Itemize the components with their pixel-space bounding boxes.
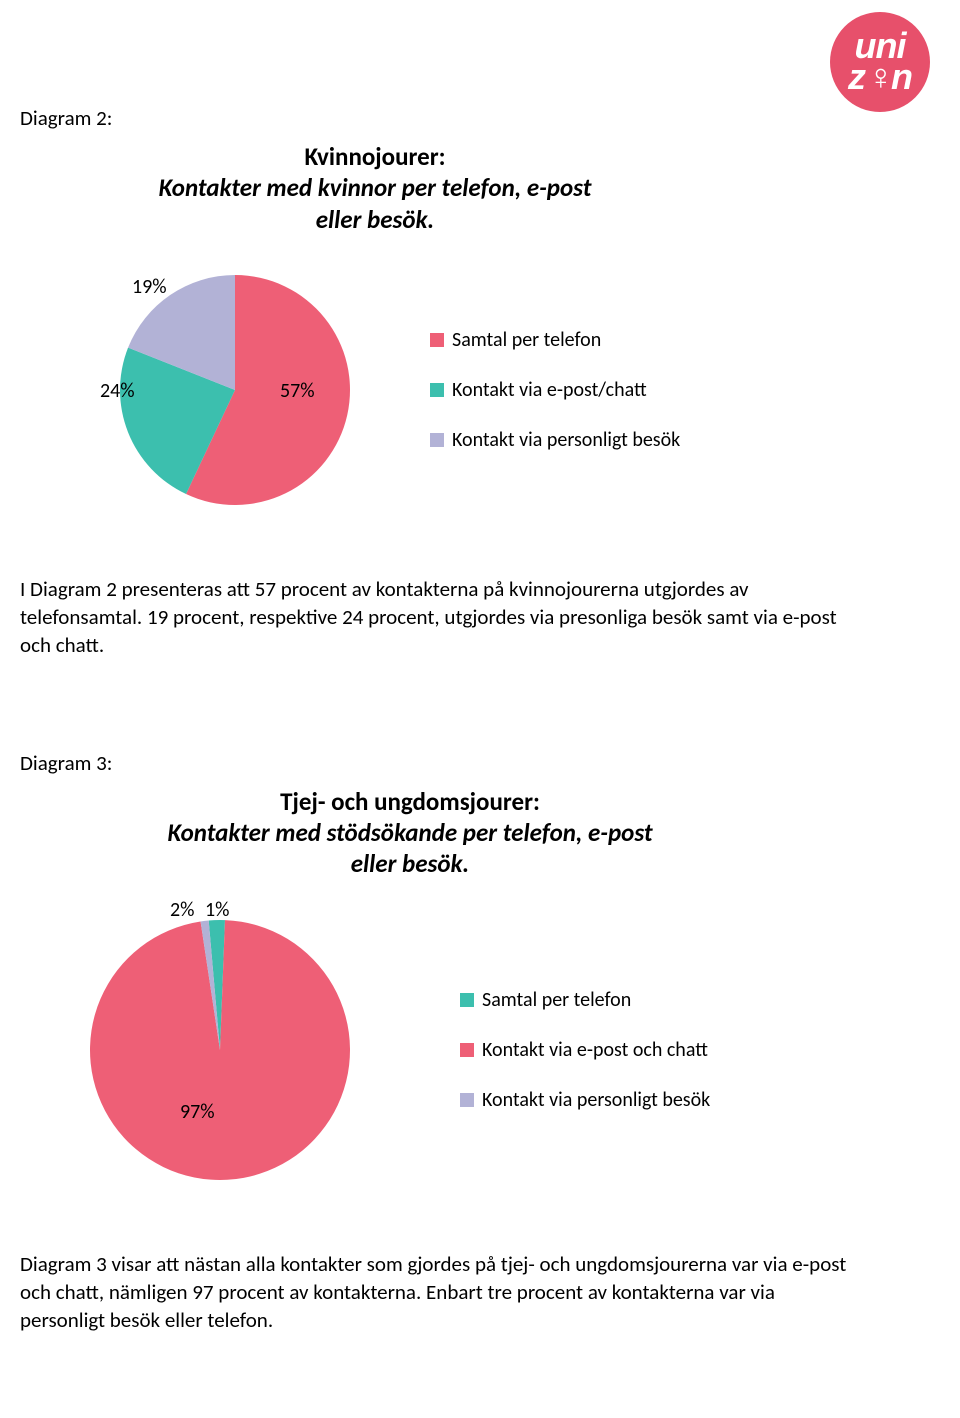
legend-swatch	[430, 433, 444, 447]
legend-item: Kontakt via personligt besök	[430, 428, 680, 452]
page: uni z♀n Diagram 2: Kvinnojourer: Kontakt…	[0, 0, 960, 1418]
diagram3-body: Diagram 3 visar att nästan alla kontakte…	[20, 1250, 860, 1335]
legend-label: Kontakt via e-post/chatt	[452, 378, 647, 402]
pie-slice-percent: 24%	[100, 379, 135, 403]
diagram2-label: Diagram 2:	[20, 105, 900, 131]
diagram2-body: I Diagram 2 presenteras att 57 procent a…	[20, 575, 860, 660]
legend-swatch	[460, 1093, 474, 1107]
unizon-logo: uni z♀n	[830, 12, 930, 112]
legend-label: Samtal per telefon	[452, 328, 601, 352]
diagram2-chart-row: 57% 24% 19% Samtal per telefon Kontakt via …	[90, 255, 900, 525]
legend-swatch	[460, 993, 474, 1007]
legend-item: Samtal per telefon	[460, 988, 710, 1012]
diagram2-title-sub1: Kontakter med kvinnor per telefon, e-pos…	[60, 172, 690, 203]
diagram2-title: Kvinnojourer: Kontakter med kvinnor per …	[60, 141, 690, 235]
legend-swatch	[460, 1043, 474, 1057]
diagram2-legend: Samtal per telefon Kontakt via e-post/cha…	[430, 328, 680, 452]
legend-label: Kontakt via personligt besök	[452, 428, 680, 452]
pie-slice-percent: 57%	[280, 379, 315, 403]
diagram3-title-main: Tjej- och ungdomsjourer:	[60, 786, 760, 817]
pie-slice-percent: 1%	[205, 898, 229, 922]
diagram3-pie: 2% 97% 1%	[60, 900, 380, 1200]
legend-label: Kontakt via personligt besök	[482, 1088, 710, 1112]
logo-text-2: z♀n	[848, 62, 912, 93]
legend-swatch	[430, 383, 444, 397]
legend-item: Kontakt via e-post/chatt	[430, 378, 680, 402]
diagram3-title-sub1: Kontakter med stödsökande per telefon, e…	[60, 817, 760, 848]
pie-slice-percent: 19%	[132, 275, 167, 299]
diagram3-chart-row: 2% 97% 1% Samtal per telefon Kontakt via e-…	[60, 900, 900, 1200]
legend-item: Samtal per telefon	[430, 328, 680, 352]
diagram3-label: Diagram 3:	[20, 750, 900, 776]
diagram3-title-sub2: eller besök.	[60, 848, 760, 879]
diagram3-legend: Samtal per telefon Kontakt via e-post och…	[460, 988, 710, 1112]
legend-label: Samtal per telefon	[482, 988, 631, 1012]
diagram2-title-sub2: eller besök.	[60, 204, 690, 235]
diagram3-title: Tjej- och ungdomsjourer: Kontakter med s…	[60, 786, 760, 880]
legend-swatch	[430, 333, 444, 347]
diagram2-title-main: Kvinnojourer:	[60, 141, 690, 172]
pie-slice-percent: 2%	[170, 898, 194, 922]
legend-label: Kontakt via e-post och chatt	[482, 1038, 708, 1062]
pie-slice-percent: 97%	[180, 1100, 215, 1124]
diagram2-pie: 57% 24% 19%	[90, 255, 380, 525]
logo-circle: uni z♀n	[830, 12, 930, 112]
legend-item: Kontakt via personligt besök	[460, 1088, 710, 1112]
legend-item: Kontakt via e-post och chatt	[460, 1038, 710, 1062]
